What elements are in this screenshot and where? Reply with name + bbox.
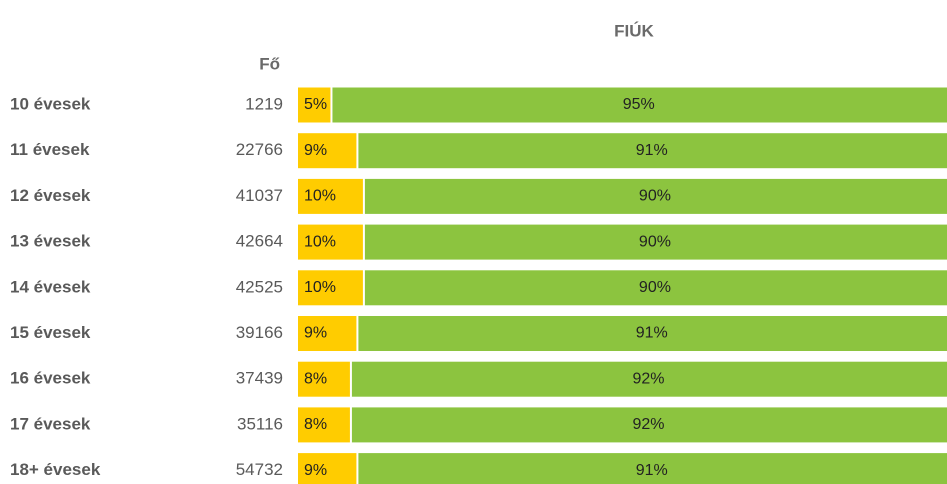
bar-segment	[298, 178, 363, 214]
bar-segment	[351, 407, 947, 443]
category-label: 18+ évesek	[10, 460, 101, 479]
value-label: 9%	[304, 142, 327, 159]
value-label: 10%	[304, 279, 336, 296]
bar-segment	[358, 453, 947, 484]
count-label: 41037	[236, 186, 283, 205]
bar-segment	[358, 133, 947, 169]
value-label: 8%	[304, 370, 327, 387]
chart-title: FIÚK	[614, 21, 654, 40]
value-label: 5%	[304, 96, 327, 113]
value-label: 90%	[639, 279, 671, 296]
count-label: 37439	[236, 369, 283, 388]
value-label: 92%	[632, 416, 664, 433]
column-header: Fő	[259, 54, 280, 73]
bar-segment	[358, 316, 947, 351]
count-label: 22766	[236, 140, 283, 159]
bar-segment	[351, 361, 947, 397]
bar-segment	[364, 224, 947, 260]
bar-segment	[364, 270, 947, 306]
count-label: 1219	[245, 94, 283, 113]
category-label: 17 évesek	[10, 414, 91, 433]
bar-segment	[364, 178, 947, 214]
bar-segment	[332, 87, 947, 123]
value-label: 9%	[304, 325, 327, 342]
bar-segment	[298, 270, 363, 306]
count-label: 54732	[236, 460, 283, 479]
category-label: 14 évesek	[10, 277, 91, 296]
value-label: 90%	[639, 233, 671, 250]
value-label: 9%	[304, 462, 327, 479]
value-label: 10%	[304, 233, 336, 250]
bar-segment	[298, 87, 331, 123]
category-label: 16 évesek	[10, 369, 91, 388]
count-label: 39166	[236, 323, 283, 342]
category-label: 13 évesek	[10, 232, 91, 251]
bar-segment	[298, 224, 363, 260]
bar-segment	[298, 133, 357, 169]
count-label: 35116	[237, 414, 283, 433]
value-label: 8%	[304, 416, 327, 433]
count-label: 42525	[236, 277, 283, 296]
value-label: 10%	[304, 188, 336, 205]
category-label: 11 évesek	[10, 140, 90, 159]
value-label: 91%	[636, 325, 668, 342]
category-label: 15 évesek	[10, 323, 91, 342]
value-label: 92%	[632, 370, 664, 387]
value-label: 90%	[639, 188, 671, 205]
bar-segment	[298, 453, 357, 484]
category-label: 12 évesek	[10, 186, 91, 205]
value-label: 91%	[636, 142, 668, 159]
count-label: 42664	[236, 232, 283, 251]
value-label: 91%	[636, 462, 668, 479]
value-label: 95%	[623, 96, 655, 113]
bar-segment	[298, 316, 357, 351]
bar-segment	[298, 361, 350, 397]
category-label: 10 évesek	[10, 94, 91, 113]
bar-segment	[298, 407, 350, 443]
